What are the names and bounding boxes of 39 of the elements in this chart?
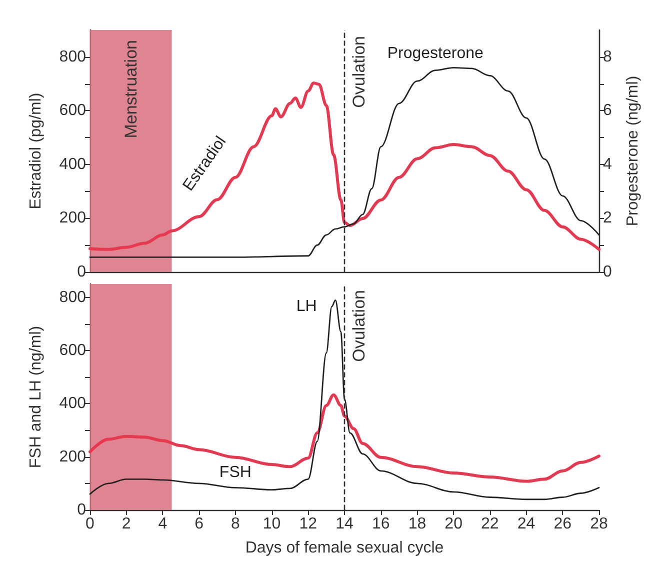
y2-tick-label: 4 (603, 156, 612, 173)
y-tick-label: 200 (59, 448, 86, 466)
x-tick-label: 24 (517, 516, 536, 532)
y-axis-title: Estradiol (pg/ml) (28, 92, 44, 210)
x-tick-label: 26 (554, 516, 572, 532)
x-tick-label: 10 (262, 516, 281, 532)
y-tick-label: 400 (59, 395, 86, 412)
y-tick-label: 600 (59, 342, 86, 359)
x-tick-label: 6 (194, 516, 204, 532)
x-tick-label: 4 (158, 516, 168, 532)
y2-axis-title: Progesterone (ng/ml) (624, 76, 642, 226)
y2-tick-label: 2 (603, 210, 612, 227)
y-tick-label: 800 (59, 48, 86, 66)
y2-tick-label: 6 (603, 102, 612, 120)
series-label: LH (296, 298, 317, 316)
x-tick-label: 14 (336, 516, 354, 532)
y-tick-label: 200 (59, 210, 86, 227)
x-tick-label: 18 (408, 516, 426, 532)
x-tick-label: 22 (481, 516, 499, 532)
y-tick-label: 0 (77, 502, 86, 518)
x-tick-label: 28 (590, 516, 608, 532)
series-label: FSH (219, 464, 252, 481)
ref-line-label: Ovulation (350, 36, 368, 108)
x-tick-label: 20 (444, 516, 463, 532)
band-label: Menstruation (121, 40, 140, 138)
ref-line-label: Ovulation (350, 290, 368, 362)
x-axis-title: Days of female sexual cycle (245, 540, 444, 556)
series-label: Progesterone (387, 44, 484, 62)
y-tick-label: 600 (59, 102, 86, 120)
x-tick-label: 12 (299, 516, 318, 532)
x-tick-label: 2 (122, 516, 131, 532)
y2-tick-label: 0 (603, 264, 612, 280)
y-tick-label: 400 (59, 156, 86, 173)
y-tick-label: 800 (59, 288, 86, 306)
x-tick-label: 16 (372, 516, 390, 532)
y2-tick-label: 8 (603, 48, 612, 66)
y-tick-label: 0 (77, 264, 86, 280)
x-tick-label: 8 (230, 516, 240, 532)
y-axis-title: FSH and LH (ng/ml) (28, 326, 44, 468)
